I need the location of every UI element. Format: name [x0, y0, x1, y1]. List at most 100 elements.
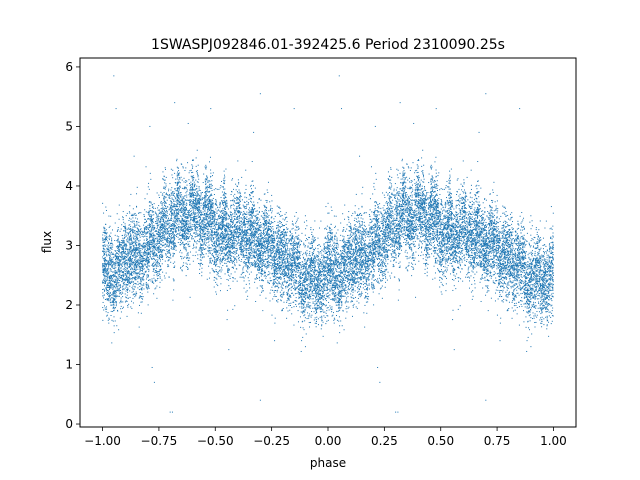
- data-point: [243, 234, 245, 236]
- data-point: [217, 240, 219, 242]
- data-point: [214, 217, 216, 219]
- data-point: [547, 296, 549, 298]
- data-point: [486, 270, 488, 272]
- data-point: [445, 185, 447, 187]
- data-point: [287, 272, 289, 274]
- data-point: [257, 213, 259, 215]
- data-point: [542, 248, 544, 250]
- data-point: [308, 286, 310, 288]
- data-point: [351, 244, 353, 246]
- data-point: [133, 241, 135, 243]
- data-point: [406, 227, 408, 229]
- data-point: [330, 230, 332, 232]
- data-point: [543, 278, 545, 280]
- data-point: [517, 266, 519, 268]
- data-point: [457, 214, 459, 216]
- data-point: [198, 187, 200, 189]
- data-point: [159, 227, 161, 229]
- data-point: [392, 212, 394, 214]
- data-point: [185, 262, 187, 264]
- chart-title: 1SWASPJ092846.01-392425.6 Period 2310090…: [151, 37, 505, 53]
- data-point: [409, 169, 411, 171]
- data-point: [322, 304, 324, 306]
- data-point: [450, 224, 452, 226]
- data-point: [152, 229, 154, 231]
- data-point: [321, 275, 323, 277]
- data-point: [520, 232, 522, 234]
- data-point: [436, 200, 438, 202]
- data-point: [509, 254, 511, 256]
- data-point: [345, 308, 347, 310]
- data-point: [110, 315, 112, 316]
- data-point: [219, 237, 221, 239]
- data-point: [109, 298, 111, 300]
- data-point: [198, 199, 199, 201]
- data-point: [421, 188, 423, 190]
- data-point: [244, 223, 246, 225]
- data-point: [271, 210, 273, 212]
- data-point: [224, 224, 226, 226]
- data-point: [214, 231, 216, 233]
- data-point: [471, 245, 473, 247]
- data-point: [159, 254, 161, 256]
- data-point: [105, 262, 107, 264]
- data-point: [500, 259, 502, 261]
- data-point: [388, 234, 390, 236]
- data-point: [360, 263, 362, 265]
- data-point: [161, 232, 162, 234]
- data-point: [117, 268, 119, 270]
- data-point: [499, 340, 501, 342]
- data-point: [464, 264, 466, 266]
- data-point: [281, 238, 283, 240]
- data-point: [475, 210, 477, 212]
- data-point: [410, 224, 412, 226]
- data-point: [280, 257, 282, 259]
- data-point: [138, 282, 140, 284]
- data-point: [286, 246, 288, 248]
- data-point: [430, 178, 432, 180]
- data-point: [490, 228, 492, 230]
- data-point: [237, 237, 239, 239]
- data-point: [380, 260, 382, 262]
- data-point: [102, 250, 104, 252]
- data-point: [544, 276, 546, 278]
- data-point: [476, 263, 478, 265]
- data-point: [277, 264, 279, 266]
- data-point: [459, 259, 461, 261]
- data-point: [337, 301, 339, 303]
- data-point: [388, 218, 390, 220]
- data-point: [397, 177, 399, 179]
- data-point: [206, 179, 208, 181]
- data-point: [132, 220, 134, 222]
- data-point: [443, 229, 445, 231]
- data-point: [234, 212, 236, 214]
- data-point: [138, 275, 140, 277]
- data-point: [336, 261, 338, 263]
- data-point: [258, 266, 260, 268]
- data-point: [527, 273, 529, 275]
- data-point: [317, 237, 319, 239]
- data-point: [457, 244, 459, 246]
- data-point: [271, 256, 273, 258]
- data-point: [449, 174, 451, 176]
- data-point: [106, 235, 108, 237]
- data-point: [211, 180, 213, 182]
- data-point: [336, 319, 338, 321]
- data-point: [245, 230, 247, 232]
- data-point: [312, 272, 314, 274]
- data-point: [493, 228, 495, 230]
- data-point: [305, 266, 307, 268]
- data-point: [105, 287, 107, 289]
- data-point: [498, 275, 500, 277]
- data-point: [478, 209, 480, 211]
- data-point: [537, 298, 539, 300]
- data-point: [467, 256, 469, 258]
- data-point: [433, 236, 435, 238]
- data-point: [176, 198, 178, 200]
- data-point: [520, 255, 522, 257]
- data-point: [245, 275, 247, 277]
- data-point: [367, 246, 369, 248]
- data-point: [356, 278, 358, 280]
- data-point: [321, 311, 323, 313]
- data-point: [239, 193, 241, 195]
